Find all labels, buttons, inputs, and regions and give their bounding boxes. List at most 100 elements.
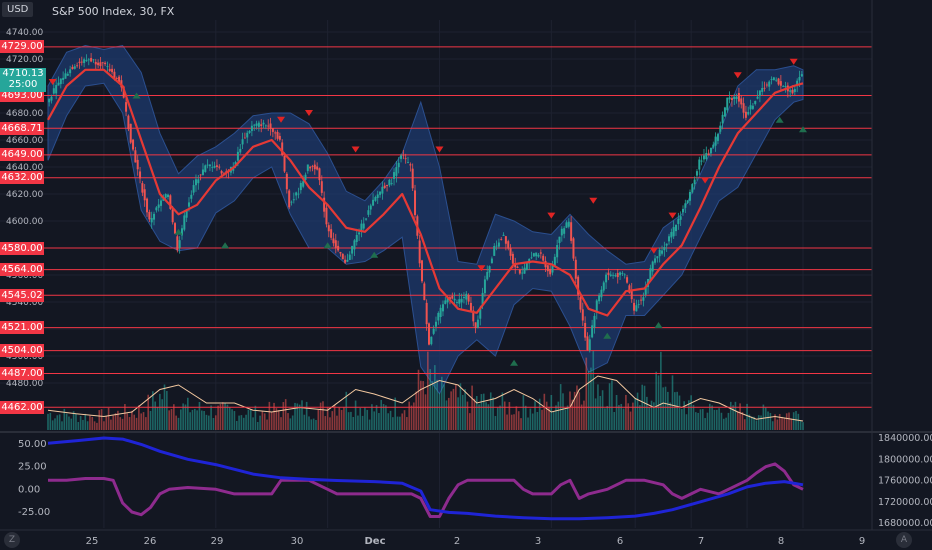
candle-body xyxy=(327,225,330,232)
candle-body xyxy=(730,98,733,101)
volume-bar xyxy=(399,416,401,430)
osc-right-tick-label: 1760000.00 xyxy=(878,476,932,487)
volume-bar xyxy=(68,416,70,430)
candle-body xyxy=(791,89,794,94)
price-tick-label: 4480.00 xyxy=(6,379,43,389)
volume-bar xyxy=(375,405,378,430)
horizontal-levels[interactable] xyxy=(0,46,872,408)
volume-bar xyxy=(277,410,280,430)
candle-body xyxy=(504,236,507,244)
volume-bar xyxy=(473,398,476,430)
volume-bar xyxy=(354,400,357,430)
candle-body xyxy=(772,77,775,81)
candle-body xyxy=(486,272,489,280)
candle-body xyxy=(292,199,295,201)
candle-body xyxy=(423,283,426,301)
sell-arrow-icon xyxy=(649,247,658,254)
candle-body xyxy=(437,312,440,321)
currency-badge[interactable]: USD xyxy=(2,2,34,17)
candle-body xyxy=(472,310,475,322)
candle-body xyxy=(765,84,768,86)
candle-body xyxy=(139,171,142,179)
volume-bar xyxy=(755,420,758,430)
candle-body xyxy=(474,322,477,328)
volume-bar xyxy=(166,390,168,430)
volume-bar xyxy=(457,397,459,430)
price-tick-label: 4620.00 xyxy=(6,190,43,200)
volume-bar xyxy=(792,412,795,430)
candle-body xyxy=(695,171,698,176)
volume-bar xyxy=(359,407,362,430)
volume-bar xyxy=(776,419,779,430)
buy-arrow-icon xyxy=(221,242,230,249)
time-tick-label: 2 xyxy=(454,536,460,547)
candle-body xyxy=(190,194,193,199)
candle-body xyxy=(106,66,109,68)
buy-arrow-icon xyxy=(654,321,663,328)
candle-body xyxy=(222,172,225,174)
volume-bar xyxy=(336,415,338,430)
candle-body xyxy=(344,259,347,263)
volume-bar xyxy=(65,413,68,430)
candle-body xyxy=(700,160,703,162)
candle-body xyxy=(180,228,183,236)
candle-body xyxy=(55,85,58,94)
time-tick-label: 26 xyxy=(144,536,157,547)
volume-bar xyxy=(70,418,73,430)
candle-body xyxy=(167,194,170,198)
candle-body xyxy=(297,193,300,195)
candle-body xyxy=(134,150,137,163)
volume-bar xyxy=(296,403,299,430)
candle-body xyxy=(52,88,55,94)
volume-bar xyxy=(468,413,471,430)
symbol-title[interactable]: S&P 500 Index, 30, FX xyxy=(52,5,175,18)
auto-scale-icon[interactable]: A xyxy=(896,532,912,548)
candle-body xyxy=(476,319,479,328)
candle-body xyxy=(488,266,491,273)
candle-body xyxy=(395,167,398,176)
candle-body xyxy=(215,165,218,168)
chart-header: USD S&P 500 Index, 30, FX xyxy=(0,0,932,22)
zoom-icon[interactable]: Z xyxy=(4,532,20,548)
volume-bar xyxy=(266,419,268,430)
candle-body xyxy=(250,125,253,131)
osc-right-tick-label: 1720000.00 xyxy=(878,497,932,508)
volume-bar xyxy=(736,411,739,430)
volume-bar xyxy=(608,383,611,430)
candle-body xyxy=(661,250,664,254)
volume-bar xyxy=(517,411,520,430)
candle-body xyxy=(633,302,636,311)
candle-body xyxy=(141,183,144,193)
volume-bar xyxy=(441,376,443,430)
buy-arrow-icon xyxy=(174,228,183,235)
volume-bar xyxy=(173,404,175,430)
volume-bar xyxy=(319,402,322,430)
candle-body xyxy=(516,266,519,268)
volume-bar xyxy=(748,414,751,430)
candle-body xyxy=(199,174,202,176)
candle-body xyxy=(651,261,654,272)
volume-bar xyxy=(627,403,630,430)
candle-body xyxy=(218,166,221,168)
volume-bar xyxy=(287,413,289,430)
volume-bar xyxy=(63,408,66,430)
volume-bar xyxy=(385,405,387,430)
volume-bar xyxy=(487,404,490,430)
volume-bar xyxy=(674,392,676,430)
volume-bar xyxy=(534,401,536,430)
volume-bar xyxy=(347,412,350,430)
level-price-tag: 4545.02 xyxy=(0,288,44,302)
candle-body xyxy=(707,153,710,156)
volume-bar xyxy=(501,392,504,430)
volume-bar xyxy=(217,405,219,430)
candle-body xyxy=(782,86,785,88)
volume-bar xyxy=(280,417,282,430)
volume-bar xyxy=(587,370,590,430)
candle-body xyxy=(390,183,393,184)
oscillator-line xyxy=(47,436,804,521)
volume-bar xyxy=(294,402,296,430)
candle-body xyxy=(800,74,803,77)
volume-bar xyxy=(445,400,448,430)
candle-body xyxy=(379,191,382,195)
